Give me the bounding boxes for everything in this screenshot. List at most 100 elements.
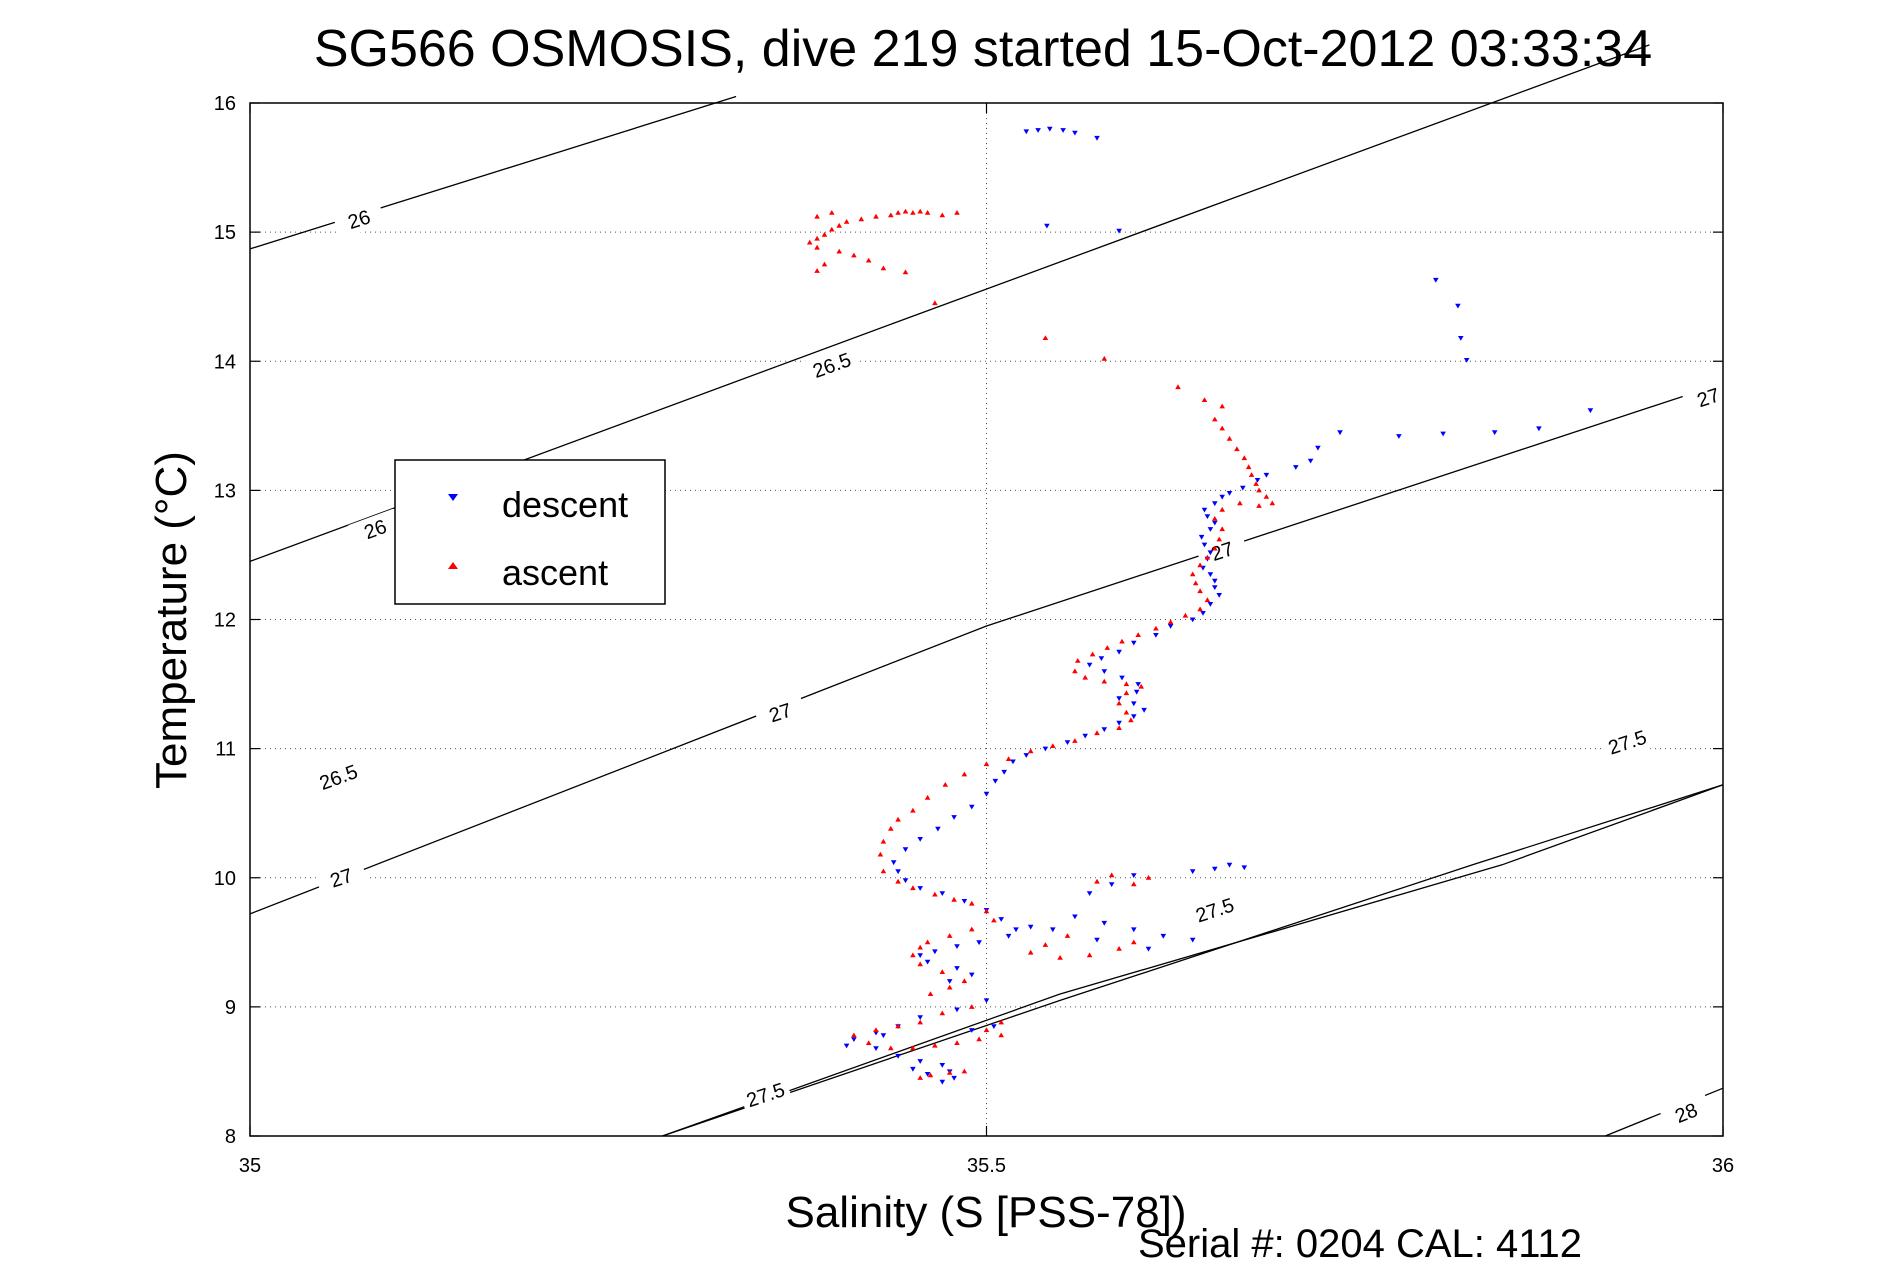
data-point-ascent bbox=[1256, 487, 1262, 493]
data-point-descent bbox=[1027, 924, 1034, 930]
contour-label-gap bbox=[738, 1074, 793, 1115]
data-point-ascent bbox=[1237, 500, 1243, 506]
data-point-descent bbox=[917, 837, 923, 842]
data-point-ascent bbox=[1123, 709, 1130, 715]
data-point-ascent bbox=[1234, 446, 1240, 452]
density-contour-line bbox=[249, 95, 737, 250]
data-point-descent bbox=[1200, 611, 1206, 616]
contour-label-gap bbox=[332, 199, 386, 239]
data-point-ascent bbox=[1128, 717, 1134, 723]
data-point-ascent bbox=[895, 1023, 901, 1029]
data-point-ascent bbox=[1005, 756, 1012, 761]
data-point-ascent bbox=[829, 210, 835, 215]
data-point-descent bbox=[1463, 358, 1470, 363]
data-point-descent bbox=[1226, 862, 1233, 868]
y-tick-label: 12 bbox=[214, 610, 236, 632]
data-point-descent bbox=[1116, 228, 1122, 234]
y-tick-label: 11 bbox=[215, 739, 236, 761]
data-point-descent bbox=[1050, 927, 1056, 933]
x-tick-label: 36 bbox=[1712, 1155, 1734, 1177]
data-point-descent bbox=[1094, 937, 1100, 943]
data-point-ascent bbox=[1182, 612, 1189, 618]
data-point-descent bbox=[951, 815, 957, 820]
data-point-ascent bbox=[1145, 875, 1152, 880]
data-point-ascent bbox=[880, 868, 887, 874]
data-point-ascent bbox=[976, 1036, 982, 1042]
y-tick-label: 14 bbox=[214, 351, 236, 373]
data-point-ascent bbox=[1123, 690, 1130, 696]
data-point-ascent bbox=[1094, 878, 1100, 884]
data-point-ascent bbox=[1197, 562, 1203, 568]
data-point-ascent bbox=[917, 208, 923, 214]
data-point-descent bbox=[1131, 640, 1137, 646]
data-point-descent bbox=[969, 972, 975, 978]
data-point-ascent bbox=[969, 926, 975, 932]
data-point-ascent bbox=[821, 231, 828, 237]
data-point-descent bbox=[1133, 689, 1140, 695]
data-point-ascent bbox=[821, 261, 828, 267]
data-point-descent bbox=[976, 940, 982, 946]
data-point-descent bbox=[1010, 759, 1016, 765]
data-point-ascent bbox=[1219, 425, 1225, 431]
data-point-ascent bbox=[1131, 881, 1137, 887]
data-point-descent bbox=[1101, 727, 1108, 733]
data-point-ascent bbox=[924, 794, 931, 800]
data-point-descent bbox=[1254, 478, 1261, 483]
data-point-ascent bbox=[851, 252, 857, 258]
data-point-ascent bbox=[939, 969, 946, 974]
data-point-ascent bbox=[998, 1032, 1004, 1038]
data-point-ascent bbox=[951, 896, 957, 902]
data-point-descent bbox=[1131, 927, 1137, 933]
data-point-descent bbox=[1116, 649, 1122, 655]
data-point-ascent bbox=[851, 1032, 857, 1038]
data-point-ascent bbox=[932, 300, 938, 306]
data-point-descent bbox=[1160, 933, 1167, 939]
axis-ticks: 35 35.5 36 8 9 10 11 12 13 14 15 16 bbox=[214, 93, 1734, 1177]
data-point-descent bbox=[1207, 550, 1214, 556]
data-point-descent bbox=[1315, 445, 1321, 451]
data-point-descent bbox=[1108, 882, 1115, 887]
series-ascent bbox=[806, 208, 1276, 1080]
data-point-ascent bbox=[1138, 683, 1144, 689]
data-point-ascent bbox=[1204, 554, 1211, 560]
data-point-ascent bbox=[1216, 536, 1222, 542]
data-point-descent bbox=[1116, 720, 1122, 726]
data-point-descent bbox=[1042, 746, 1049, 752]
data-point-ascent bbox=[1226, 435, 1233, 441]
data-point-ascent bbox=[806, 239, 813, 245]
data-point-ascent bbox=[932, 1042, 938, 1048]
data-point-descent bbox=[1212, 585, 1218, 590]
data-point-descent bbox=[1131, 714, 1137, 720]
data-point-ascent bbox=[1027, 949, 1034, 955]
data-point-descent bbox=[1201, 542, 1208, 548]
data-point-ascent bbox=[829, 226, 835, 232]
data-point-descent bbox=[1207, 602, 1214, 607]
data-point-ascent bbox=[1101, 678, 1108, 684]
data-point-ascent bbox=[836, 248, 842, 254]
data-point-descent bbox=[917, 1015, 923, 1020]
data-point-ascent bbox=[873, 1027, 879, 1033]
data-point-ascent bbox=[924, 210, 931, 215]
data-point-descent bbox=[1064, 740, 1071, 745]
data-point-ascent bbox=[1189, 571, 1196, 577]
data-point-descent bbox=[1207, 527, 1214, 532]
data-point-ascent bbox=[910, 885, 916, 891]
data-point-ascent bbox=[1027, 748, 1034, 754]
y-tick-label: 9 bbox=[225, 997, 236, 1019]
data-point-ascent bbox=[1089, 651, 1096, 657]
data-point-descent bbox=[1307, 458, 1314, 464]
y-axis-title: Temperature (°C) bbox=[147, 451, 196, 789]
data-point-ascent bbox=[1064, 933, 1071, 938]
data-point-ascent bbox=[873, 213, 879, 219]
data-point-descent bbox=[939, 1079, 946, 1085]
data-point-descent bbox=[1491, 430, 1498, 436]
data-point-ascent bbox=[1219, 506, 1225, 512]
legend-ascent-marker bbox=[448, 562, 458, 569]
data-point-descent bbox=[1212, 501, 1218, 507]
data-point-ascent bbox=[1116, 946, 1122, 951]
data-point-ascent bbox=[895, 816, 901, 822]
data-point-ascent bbox=[939, 212, 946, 218]
data-point-descent bbox=[902, 878, 909, 884]
legend-descent-label: descent bbox=[502, 484, 628, 525]
